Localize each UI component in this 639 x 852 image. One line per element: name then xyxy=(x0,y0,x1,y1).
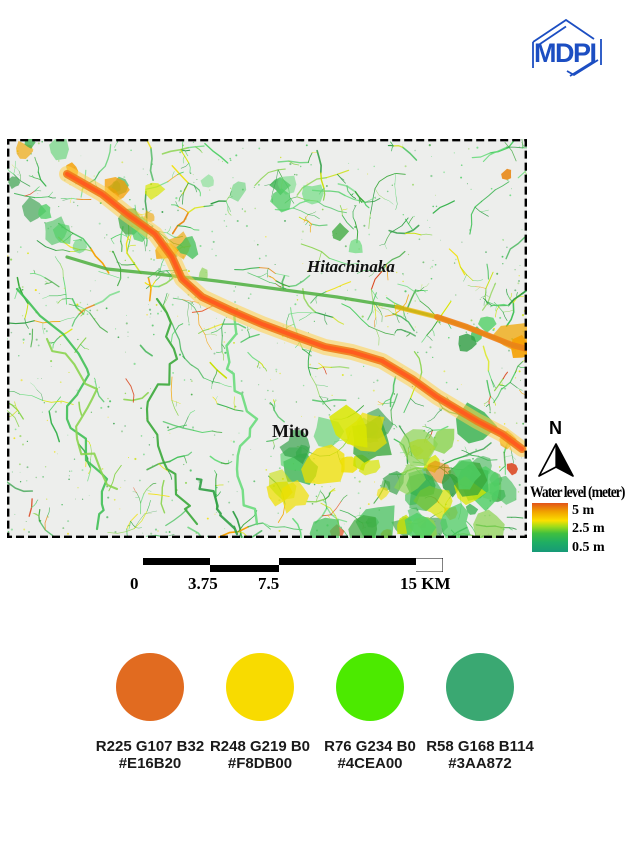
svg-text:MDPI: MDPI xyxy=(534,38,596,68)
svg-text:N: N xyxy=(549,418,562,438)
